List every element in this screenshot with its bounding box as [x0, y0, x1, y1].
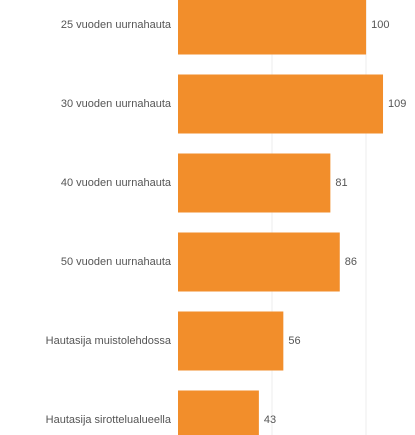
value-label: 100 [371, 19, 389, 31]
category-label: 25 vuoden uurnahauta [61, 19, 172, 31]
bar [178, 74, 384, 134]
value-label: 56 [288, 335, 300, 347]
bar [178, 311, 284, 371]
value-label: 81 [335, 177, 347, 189]
bar [178, 390, 259, 435]
category-label: 50 vuoden uurnahauta [61, 256, 172, 268]
category-label: Hautasija sirottelualueella [46, 414, 172, 426]
bar [178, 153, 331, 213]
value-label: 109 [388, 98, 406, 110]
value-label: 86 [345, 256, 357, 268]
category-label: Hautasija muistolehdossa [46, 335, 172, 347]
category-label: 30 vuoden uurnahauta [61, 98, 172, 110]
bar [178, 232, 340, 292]
value-label: 43 [264, 414, 276, 426]
bar [178, 0, 367, 55]
category-label: 40 vuoden uurnahauta [61, 177, 172, 189]
